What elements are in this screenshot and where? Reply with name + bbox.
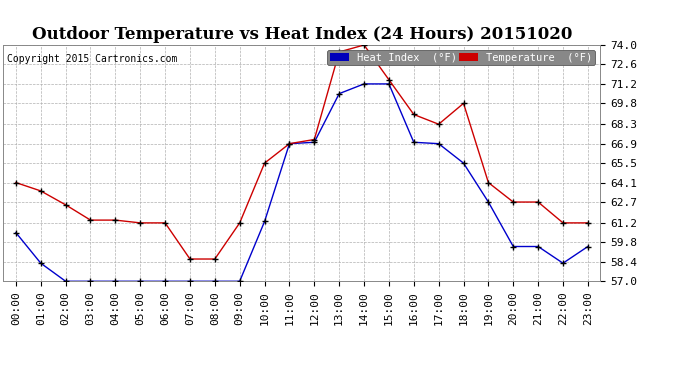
Title: Outdoor Temperature vs Heat Index (24 Hours) 20151020: Outdoor Temperature vs Heat Index (24 Ho…	[32, 27, 572, 44]
Legend: Heat Index  (°F), Temperature  (°F): Heat Index (°F), Temperature (°F)	[327, 50, 595, 65]
Text: Copyright 2015 Cartronics.com: Copyright 2015 Cartronics.com	[7, 54, 177, 64]
